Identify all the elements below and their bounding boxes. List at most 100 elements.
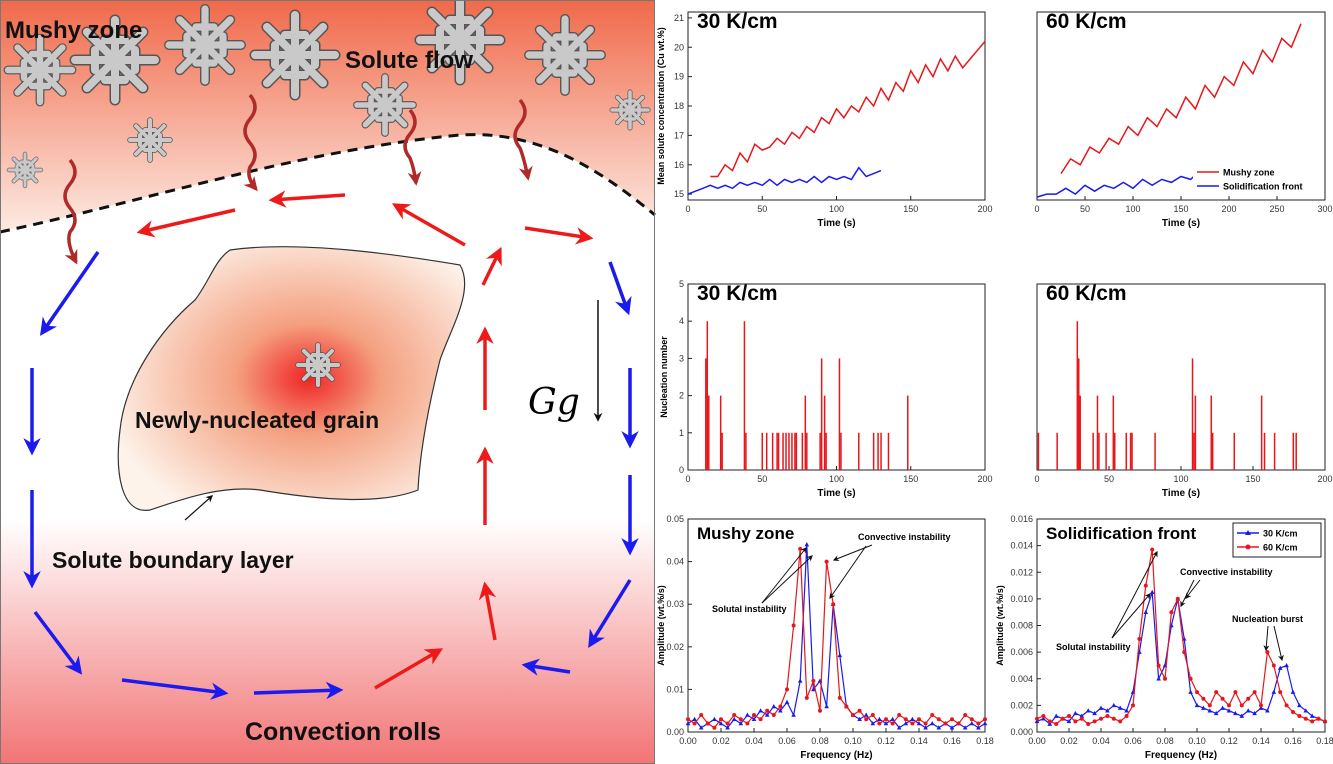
spike (877, 432, 879, 470)
legend-box (1232, 522, 1322, 558)
point (1137, 636, 1142, 641)
point (916, 720, 922, 726)
label: Solute boundary layer (52, 547, 294, 573)
spike (1292, 432, 1295, 470)
spike (840, 432, 842, 470)
series-line (687, 166, 882, 195)
spike (1131, 432, 1133, 470)
spike (1211, 432, 1214, 470)
annotation: Nucleation burst (1232, 614, 1303, 624)
spike (806, 432, 808, 470)
point (864, 717, 869, 722)
point (857, 716, 862, 722)
point (738, 720, 744, 726)
x-tick-label: 0 (685, 204, 690, 214)
spike (1105, 432, 1107, 470)
grain-dendrite (298, 345, 338, 385)
point (1073, 710, 1078, 716)
y-tick-label: 0.002 (1010, 700, 1033, 710)
spike (1154, 432, 1156, 470)
spike (1056, 432, 1058, 470)
x-tick-label: 0.04 (745, 736, 763, 746)
x-axis-label: Frequency (Hz) (1145, 750, 1217, 761)
y-tick-label: 0.05 (666, 514, 684, 524)
annotation-arrow (1273, 625, 1284, 662)
chart-title: 30 K/cm (697, 282, 778, 305)
point (1124, 708, 1129, 713)
spike (782, 432, 784, 470)
point (929, 720, 935, 726)
point (1111, 702, 1117, 708)
point (1297, 714, 1302, 719)
point (863, 712, 869, 717)
point (851, 712, 855, 717)
point (837, 695, 842, 700)
x-tick-label: 100 (829, 204, 844, 214)
point (1239, 713, 1245, 718)
point (1246, 696, 1251, 701)
annotation: Solutal instability (1056, 642, 1131, 652)
point (1214, 690, 1219, 695)
y-tick-label: 0.012 (1010, 567, 1033, 577)
point (1258, 705, 1264, 710)
spike (761, 432, 763, 470)
x-tick-label: 0.08 (1156, 736, 1174, 746)
legend-label: Mushy zone (1223, 168, 1275, 178)
annotation-arrow (1180, 579, 1195, 608)
y-tick-label: 0.016 (1010, 514, 1033, 524)
spike (858, 432, 860, 470)
point (1297, 702, 1302, 708)
chart: 0.00 0.02 0.04 0.06 0.08 0.10 0.12 0.14 0.16 0.18… (656, 514, 994, 761)
x-tick-label: 0.00 (1028, 736, 1046, 746)
point (804, 695, 809, 700)
point (1034, 718, 1040, 724)
y-tick-label: 18 (674, 101, 684, 111)
chart: 0 50 100 150 200 0 1 2 3 4 5 Time (s) Nucleation num… (659, 279, 993, 499)
x-tick-label: 0.14 (910, 736, 928, 746)
mushy-region (0, 0, 655, 232)
point (1156, 676, 1161, 681)
y-tick-label: 0.010 (1010, 594, 1033, 604)
point (1054, 722, 1059, 727)
point (1227, 703, 1231, 708)
y-axis-label: Mean solute concentration (Cu wt.%) (656, 27, 666, 185)
spike (795, 432, 798, 470)
point (1098, 705, 1104, 710)
point (1277, 665, 1283, 670)
point (712, 716, 717, 722)
spike (1273, 432, 1276, 470)
x-tick-label: 0.12 (1220, 736, 1238, 746)
x-tick-label: 0.16 (943, 736, 961, 746)
point (785, 687, 789, 692)
chart-title: 60 K/cm (1046, 282, 1127, 305)
point (738, 717, 743, 722)
point (758, 708, 763, 713)
point (1066, 718, 1072, 724)
x-tick-label: 200 (1221, 204, 1236, 214)
y-tick-label: 0.008 (1010, 621, 1033, 631)
point (1207, 708, 1213, 713)
point (917, 717, 921, 722)
x-tick-label: 0.04 (1092, 736, 1110, 746)
spike (838, 358, 841, 470)
point (956, 721, 961, 726)
spike (1191, 358, 1194, 470)
point (1188, 676, 1193, 681)
x-tick-label: 200 (977, 204, 992, 214)
blue-arrows (23, 251, 639, 700)
point (1067, 714, 1071, 719)
spike (887, 432, 890, 470)
point (1303, 716, 1308, 721)
point (745, 712, 750, 717)
spike (743, 321, 746, 470)
y-tick-label: 15 (674, 189, 684, 199)
point (791, 623, 796, 628)
series-line (1036, 549, 1326, 725)
point (1188, 689, 1193, 694)
spike (872, 432, 875, 470)
point (877, 716, 882, 722)
schematic: Mushy zone Solute flow Newly-nucleated g… (0, 0, 656, 764)
point (1079, 713, 1085, 718)
legend-label: 30 K/cm (1263, 529, 1298, 539)
point (884, 717, 888, 722)
